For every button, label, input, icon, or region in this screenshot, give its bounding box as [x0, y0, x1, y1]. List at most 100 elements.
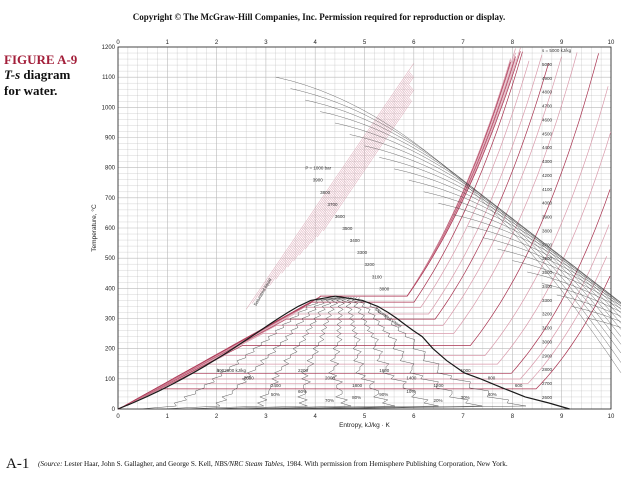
isobar-label: 2900	[542, 353, 553, 358]
isochore-line	[263, 74, 413, 292]
isobar-label: 3000	[542, 339, 553, 344]
isochore-line	[251, 71, 411, 304]
y-tick-label: 0	[112, 407, 116, 413]
x-tick-label-top: 9	[560, 40, 564, 46]
caption-italic: T-s	[4, 67, 21, 82]
isobar-label: 3800	[542, 228, 553, 233]
isenthalp-line	[364, 145, 622, 324]
figure-caption-line2: for water.	[4, 83, 58, 98]
x-tick-label-top: 1	[166, 40, 170, 46]
y-tick-label: 1000	[102, 105, 116, 111]
isobar-label: 3300	[542, 298, 553, 303]
source-title: NBS/NRC Steam Tables,	[214, 460, 285, 468]
curve-label-lower: 1200	[434, 383, 445, 388]
isobar-label: 4100	[542, 187, 553, 192]
isobar-label: 3200	[542, 312, 553, 317]
source-open: (Source:	[38, 460, 65, 468]
isobar-label-upper: 3800	[320, 190, 331, 195]
isobar-label: 3400	[542, 284, 553, 289]
isenthalp-line	[408, 180, 622, 310]
y-axis-label: Temperature, °C	[90, 204, 98, 252]
curve-label-lower: 2000	[325, 375, 336, 380]
isenthalp-line	[541, 283, 621, 313]
saturated-liquid-curve	[117, 295, 336, 410]
isenthalp-line	[556, 294, 621, 317]
x-tick-label: 7	[461, 414, 465, 420]
source-authors: Lester Haar, John S. Gallagher, and Geor…	[64, 460, 215, 468]
y-tick-label: 400	[105, 286, 116, 292]
figure-caption: T-s diagram	[4, 67, 100, 83]
isochore-line	[275, 76, 415, 280]
isenthalp-line	[453, 214, 622, 304]
plot-frame	[117, 46, 612, 410]
quality-line	[270, 297, 439, 410]
y-tick-label: 300	[105, 317, 116, 323]
curve-label-lower: 2400	[271, 383, 282, 388]
isobar-label: 4500	[542, 131, 553, 136]
isobar-label-upper: P = 1000 bar	[305, 166, 331, 171]
isobar-line	[117, 189, 611, 410]
isobar-label-upper: 3300	[357, 250, 368, 255]
isochore-line	[316, 99, 412, 238]
isobar-line	[118, 53, 599, 410]
quality-line	[291, 297, 483, 410]
isenthalp-line	[497, 248, 621, 304]
x-tick-label: 0	[116, 414, 120, 420]
isenthalp-line	[527, 271, 621, 309]
isochore-line	[287, 86, 412, 268]
isochore-line	[322, 100, 413, 232]
isenthalp-line	[586, 317, 621, 328]
x-tick-label-top: 4	[314, 40, 318, 46]
figure-caption-block: FIGURE A-9 T-s diagram for water.	[4, 52, 100, 99]
isenthalp-line	[349, 134, 622, 330]
x-tick-label: 1	[166, 414, 170, 420]
y-tick-label: 200	[105, 347, 116, 353]
curve-label-lower: 30%	[461, 395, 470, 400]
x-tick-label: 3	[264, 414, 268, 420]
isobar-line	[118, 51, 521, 410]
isobar-label: 4300	[542, 159, 553, 164]
curve-label-lower: 1800	[352, 383, 363, 388]
x-tick-label: 6	[412, 414, 416, 420]
isobar-line	[118, 60, 530, 410]
isobar-label: 2600	[542, 395, 553, 400]
y-tick-label: 100	[105, 377, 116, 383]
isenthalp-line	[334, 122, 622, 337]
curve-label-lower: 90%	[379, 392, 388, 397]
isobar-label: 3600	[542, 256, 553, 261]
isobar-line	[118, 58, 511, 410]
isobar-label-upper: 3600	[335, 214, 346, 219]
isochore-line	[293, 87, 413, 262]
quality-line	[313, 297, 526, 410]
isobar-label-upper: 3000	[379, 286, 390, 291]
isobar-line	[118, 63, 549, 410]
curve-label-lower: 10%	[406, 389, 415, 394]
curve-label-lower: 20%	[434, 398, 443, 403]
y-tick-label: 500	[105, 256, 116, 262]
saturated-vapor-curve	[335, 295, 570, 410]
figure-number: FIGURE A-9	[4, 52, 78, 67]
saturated-liquid-label: Saturated liquid	[253, 277, 273, 307]
curve-label-lower: 1000	[461, 368, 472, 373]
x-tick-label-top: 5	[363, 40, 367, 46]
source-rest: 1984. With permission from Hemisphere Pu…	[284, 460, 508, 468]
isobar-label: 4800	[542, 90, 553, 95]
isobar-label: 4000	[542, 201, 553, 206]
isobar-label: s = 5000 kJ/kg	[542, 48, 572, 53]
isobar-label: 3700	[542, 242, 553, 247]
x-axis-label: Entropy, kJ/kg · K	[339, 422, 390, 429]
quality-line	[161, 297, 341, 410]
isenthalp-line	[512, 260, 621, 306]
isobar-label: 4200	[542, 173, 553, 178]
curve-label-lower: h = 2800 kJ/kg	[217, 368, 247, 373]
curve-label-lower: 800	[488, 375, 496, 380]
isobar-label-upper: 3200	[365, 262, 376, 267]
curve-label-lower: 2200	[298, 368, 309, 373]
isobar-label: 4400	[542, 145, 553, 150]
isobar-label: 4700	[542, 104, 553, 109]
y-tick-label: 700	[105, 196, 116, 202]
isochore-line	[257, 72, 412, 298]
curve-label-lower: 60%	[298, 389, 307, 394]
isobar-label-upper: 3100	[372, 274, 383, 279]
